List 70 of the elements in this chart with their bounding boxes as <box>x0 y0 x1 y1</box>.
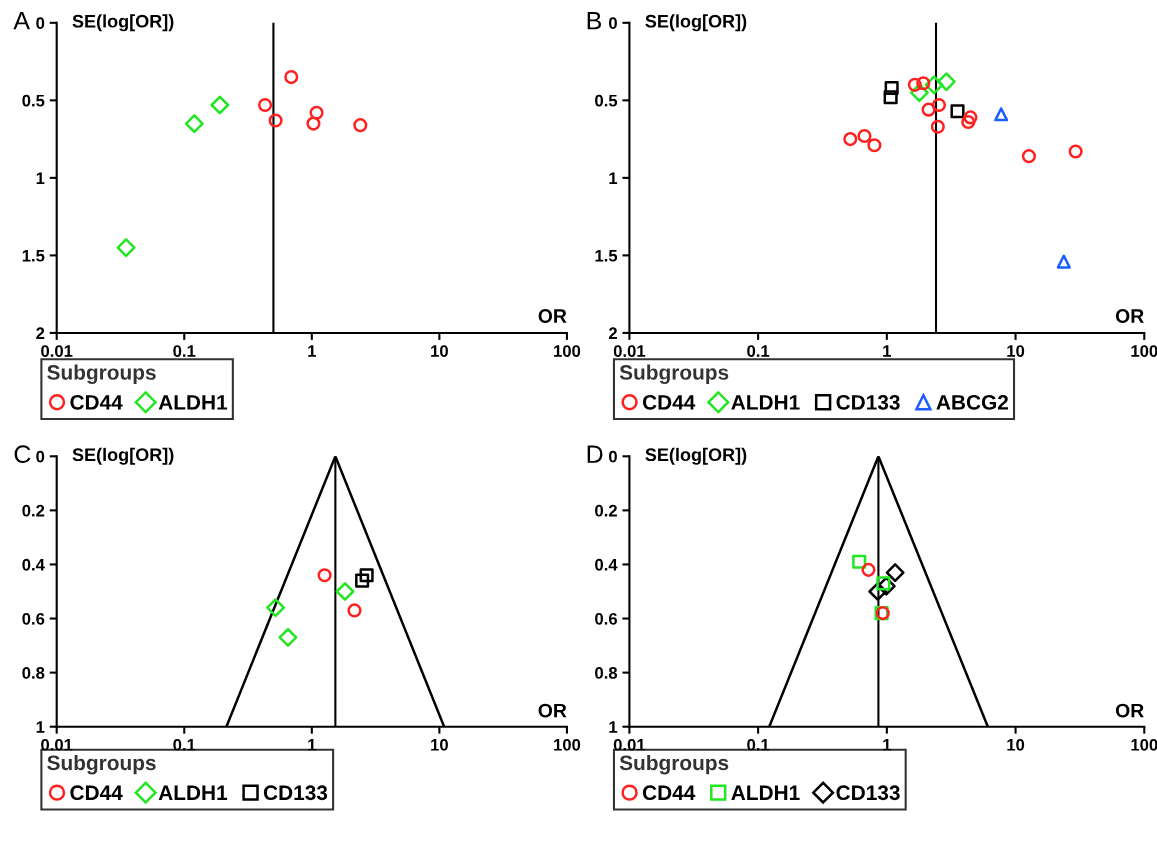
y-axis-title: SE(log[OR]) <box>645 14 747 32</box>
x-tick-label: 0.1 <box>747 345 770 357</box>
y-tick-label: 0.2 <box>22 504 45 517</box>
y-tick-label: 0 <box>608 17 617 30</box>
y-tick-label: 1.5 <box>595 249 618 262</box>
y-tick-label: 0.5 <box>595 94 618 107</box>
legend-label: CD44 <box>642 394 696 410</box>
x-tick-label: 10 <box>431 345 448 357</box>
x-tick-label: 100 <box>554 345 581 357</box>
x-axis-title: OR <box>538 309 567 323</box>
y-tick-label: 0 <box>36 17 45 30</box>
legend-label: ALDH1 <box>158 395 228 410</box>
chart-title: D <box>587 445 603 463</box>
y-tick-label: 2 <box>608 327 617 339</box>
x-tick-label: 1 <box>883 739 892 751</box>
legend-title: Subgroups <box>47 364 156 385</box>
x-axis-title: OR <box>1115 309 1144 323</box>
x-tick-label: 0.1 <box>173 738 196 751</box>
legend-label: CD44 <box>70 394 123 410</box>
x-tick-label: 0.1 <box>173 345 196 357</box>
y-axis-title: SE(log[OR]) <box>645 447 747 465</box>
x-tick-label: 0.01 <box>41 738 73 751</box>
y-tick-label: 1.5 <box>22 249 45 262</box>
y-tick-label: 0.5 <box>22 94 45 107</box>
y-tick-label: 0.4 <box>22 558 45 571</box>
y-tick-label: 0.8 <box>22 667 45 679</box>
x-tick-label: 100 <box>554 738 581 751</box>
y-tick-label: 0.6 <box>595 612 617 625</box>
chart-title: B <box>587 12 601 30</box>
legend-label: CD133 <box>263 785 328 801</box>
x-tick-label: 0.01 <box>41 345 73 357</box>
chart-title: A <box>13 12 30 30</box>
x-tick-label: 0.01 <box>613 345 646 357</box>
legend-label: ABCG2 <box>936 394 1008 410</box>
x-tick-label: 0.1 <box>747 738 770 751</box>
x-tick-label: 1 <box>308 345 316 357</box>
y-tick-label: 0.8 <box>595 667 618 679</box>
y-tick-label: 0.2 <box>595 504 617 517</box>
x-tick-label: 10 <box>1007 345 1025 357</box>
y-tick-label: 1 <box>609 172 618 184</box>
x-tick-label: 10 <box>431 738 448 751</box>
x-tick-label: 100 <box>1131 738 1157 751</box>
legend-label: CD44 <box>642 785 696 801</box>
y-tick-label: 1 <box>609 721 618 733</box>
legend-label: ALDH1 <box>731 395 800 410</box>
x-axis-title: OR <box>1115 703 1144 718</box>
chart-title: C <box>14 445 31 464</box>
x-axis-title: OR <box>538 703 567 718</box>
x-tick-label: 1 <box>308 739 316 751</box>
y-tick-label: 0.6 <box>22 612 45 625</box>
legend-label: CD44 <box>70 785 123 801</box>
x-tick-label: 0.01 <box>613 738 646 751</box>
y-axis-title: SE(log[OR]) <box>72 447 174 465</box>
legend-label: ALDH1 <box>158 785 228 800</box>
y-axis-title: SE(log[OR]) <box>72 14 174 32</box>
legend-title: Subgroups <box>619 364 729 385</box>
legend-label: CD133 <box>836 394 900 410</box>
legend-label: ALDH1 <box>731 785 800 800</box>
legend-label: CD133 <box>836 785 900 801</box>
x-tick-label: 1 <box>883 345 892 357</box>
legend-title: Subgroups <box>47 754 156 775</box>
y-tick-label: 0 <box>608 450 617 463</box>
y-tick-label: 0 <box>36 450 45 463</box>
y-tick-label: 1 <box>36 721 45 733</box>
y-tick-label: 2 <box>36 327 45 339</box>
legend-title: Subgroups <box>619 754 729 775</box>
y-tick-label: 0.4 <box>595 558 618 571</box>
x-tick-label: 10 <box>1007 738 1025 751</box>
y-tick-label: 1 <box>36 172 45 184</box>
x-tick-label: 100 <box>1131 345 1157 357</box>
